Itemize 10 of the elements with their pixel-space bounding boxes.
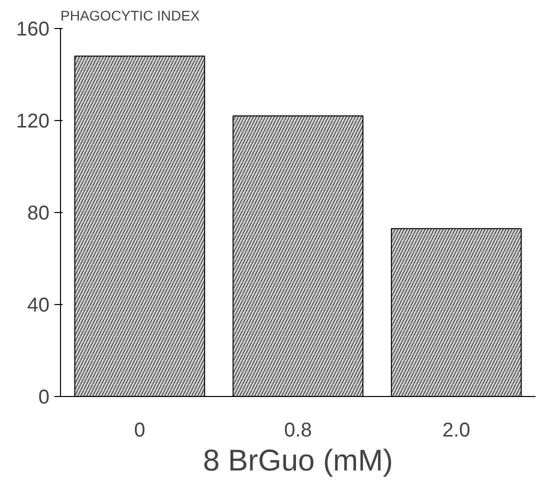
y-axis-title: PHAGOCYTIC INDEX (60, 8, 200, 24)
y-tick-label: 40 (27, 294, 50, 316)
x-tick-label: 0.8 (284, 420, 312, 442)
x-tick-label: 2.0 (442, 420, 470, 442)
x-axis-title: 8 BrGuo (mM) (202, 444, 394, 478)
y-tick-label: 80 (27, 202, 50, 224)
y-tick-label: 160 (16, 18, 50, 40)
y-tick-label: 120 (16, 110, 50, 132)
y-tick-label: 0 (38, 386, 50, 408)
x-tick-label: 0 (134, 420, 146, 442)
